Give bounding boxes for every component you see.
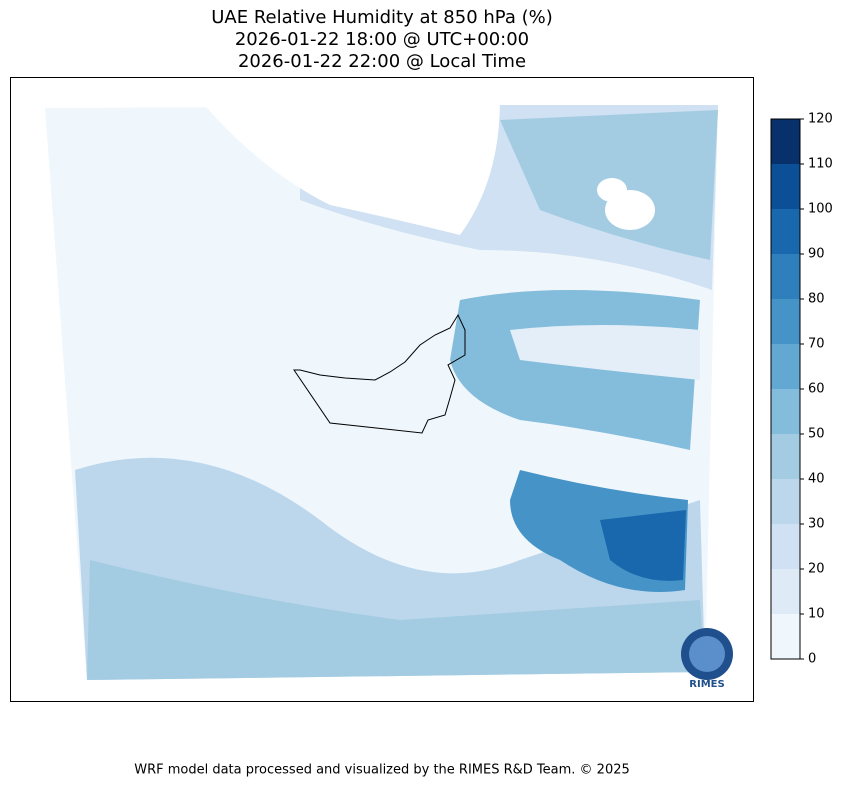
colorbar-tick-label: 50 xyxy=(808,427,825,442)
colorbar-band xyxy=(771,479,800,524)
title-line: 2026-01-22 22:00 @ Local Time xyxy=(238,51,526,72)
field-region xyxy=(87,560,705,680)
colorbar-band xyxy=(771,209,800,254)
logo-mark xyxy=(689,636,725,672)
footer: WRF model data processed and visualized … xyxy=(134,763,630,778)
field-region xyxy=(510,325,700,380)
field-region xyxy=(600,510,686,581)
colorbar-band xyxy=(771,434,800,479)
colorbar-band xyxy=(771,254,800,299)
colorbar-band xyxy=(771,164,800,209)
colorbar-band xyxy=(771,119,800,164)
colorbar-tick-label: 90 xyxy=(808,247,825,262)
colorbar-tick-label: 60 xyxy=(808,382,825,397)
colorbar-band xyxy=(771,569,800,614)
uae-outline xyxy=(293,313,466,434)
colorbar-band xyxy=(771,389,800,434)
colorbar-tick-label: 120 xyxy=(808,112,833,127)
field-region xyxy=(520,430,688,500)
logo-text: RIMES xyxy=(689,679,724,690)
colorbar-band xyxy=(771,344,800,389)
colorbar-band xyxy=(771,524,800,569)
colorbar-tick-label: 80 xyxy=(808,292,825,307)
humidity-field xyxy=(45,100,718,680)
colorbar: 0 10 20 30 40 50 60 70 80 90 100 110 120 xyxy=(770,112,833,667)
colorbar-tick-label: 10 xyxy=(808,607,825,622)
colorbar-tick-label: 110 xyxy=(808,157,833,172)
country-border xyxy=(293,313,466,434)
missing-data xyxy=(200,100,500,235)
colorbar-tick-label: 30 xyxy=(808,517,825,532)
missing-data xyxy=(597,178,627,202)
colorbar-tick-label: 40 xyxy=(808,472,825,487)
logo: RIMES xyxy=(681,628,733,690)
title-line: 2026-01-22 18:00 @ UTC+00:00 xyxy=(235,29,529,50)
colorbar-tick-label: 70 xyxy=(808,337,825,352)
colorbar-band xyxy=(771,614,800,659)
title-line: UAE Relative Humidity at 850 hPa (%) xyxy=(211,7,552,28)
colorbar-tick-label: 0 xyxy=(808,652,816,667)
colorbar-band xyxy=(771,299,800,344)
colorbar-tick-label: 20 xyxy=(808,562,825,577)
colorbar-tick-label: 100 xyxy=(808,202,833,217)
